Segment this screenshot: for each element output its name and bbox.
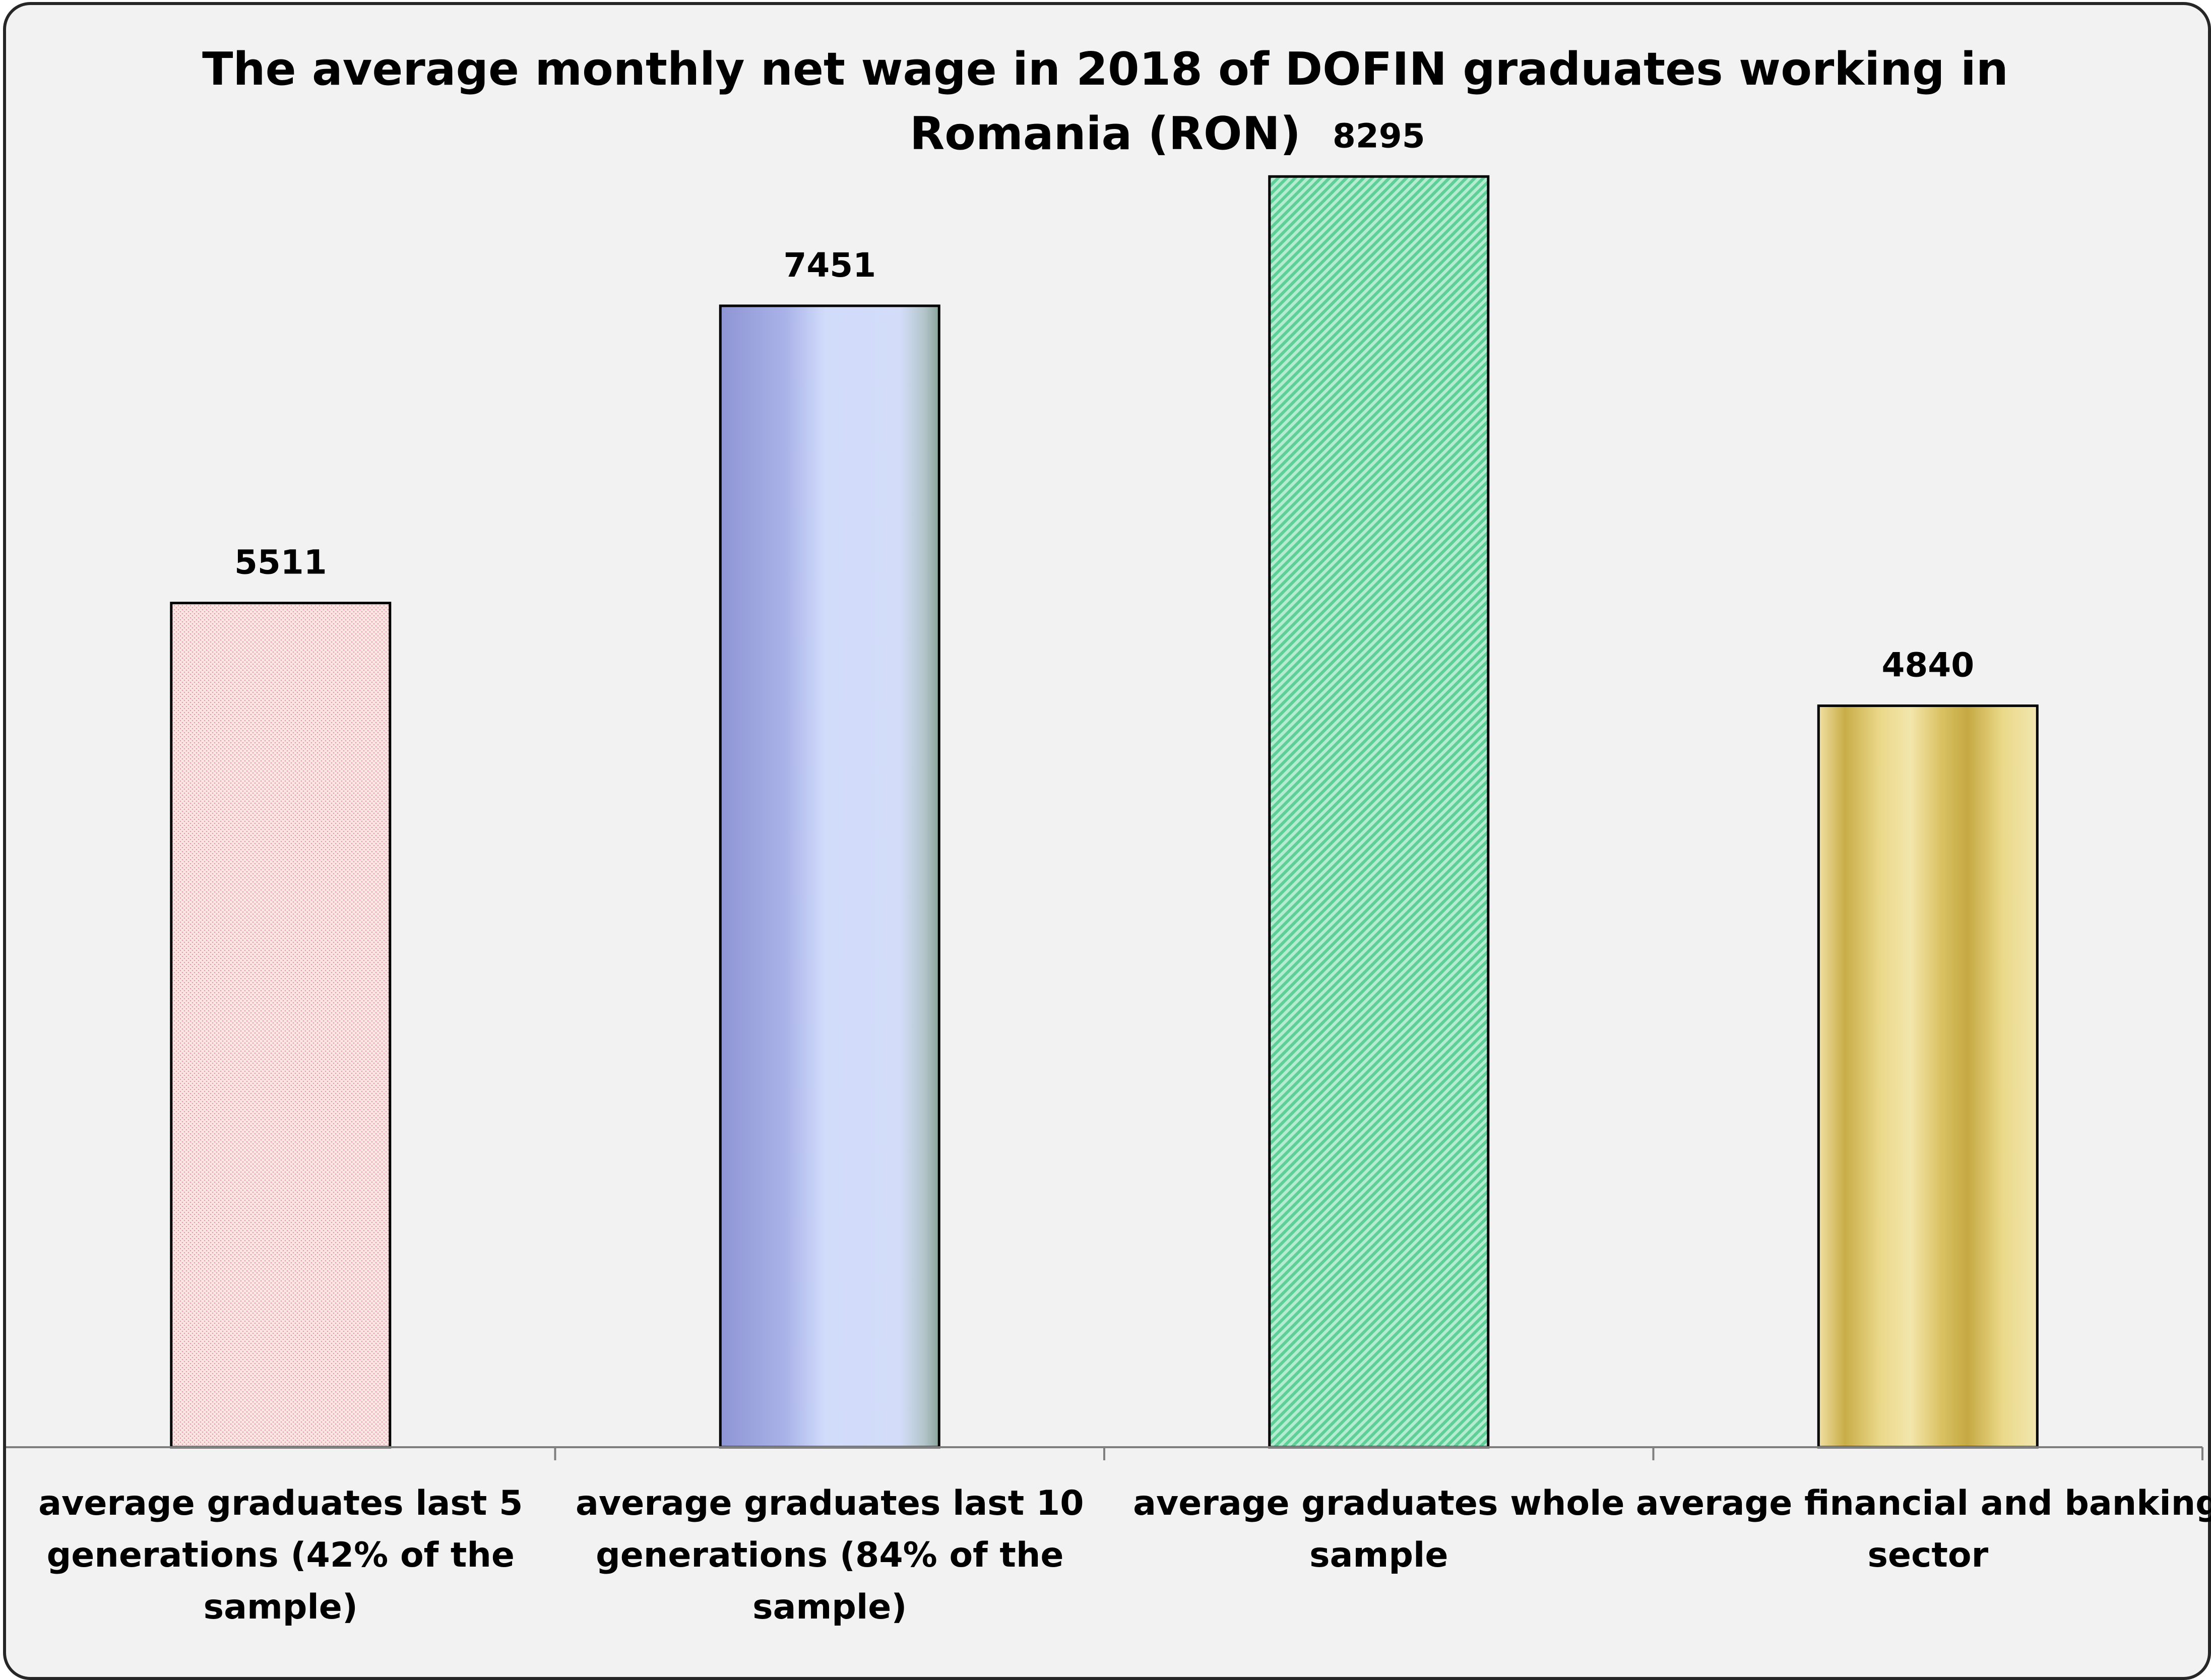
chart-title-line-2: Romania (RON): [910, 107, 1301, 160]
value-label-3: 8295: [1333, 116, 1425, 155]
category-label-1-line-3: sample): [204, 1587, 358, 1627]
category-label-2-line-1: average graduates last 10: [576, 1483, 1084, 1523]
bar-2: [719, 304, 940, 1449]
bar-1: [170, 602, 392, 1449]
category-label-3-line-1: average graduates whole: [1133, 1483, 1624, 1523]
category-labels-group: average graduates last 5 generations (42%…: [38, 1483, 2211, 1627]
x-axis: [6, 1446, 2203, 1460]
chart-title-line-1: The average monthly net wage in 2018 of …: [202, 43, 2008, 96]
category-label-4-line-1: average financial and banking: [1636, 1483, 2211, 1523]
category-label-2-line-3: sample): [752, 1587, 907, 1627]
value-label-1: 5511: [234, 543, 327, 582]
bar-3: [1268, 175, 1490, 1449]
category-label-3-line-2: sample: [1309, 1535, 1448, 1575]
bars-group: [170, 175, 2039, 1449]
category-label-1-line-2: generations (42% of the: [47, 1535, 515, 1575]
bar-4: [1817, 704, 2039, 1449]
value-label-4: 4840: [1881, 646, 1974, 685]
value-labels-group: 5511 7451 8295 4840: [234, 116, 1974, 684]
value-label-2: 7451: [783, 246, 876, 285]
category-label-2-line-2: generations (84% of the: [596, 1535, 1063, 1575]
category-label-1-line-1: average graduates last 5: [38, 1483, 523, 1523]
category-label-4-line-2: sector: [1867, 1535, 1988, 1575]
